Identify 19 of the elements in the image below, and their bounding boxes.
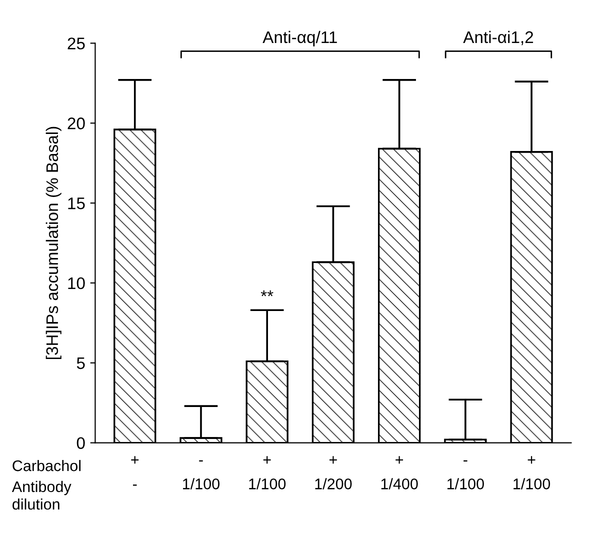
- x-tick-label: + 1/100: [249, 456, 286, 490]
- y-tick-label: 20: [68, 118, 85, 130]
- x-tick-label: + 1/400: [381, 456, 418, 490]
- y-tick-label: 0: [76, 437, 85, 450]
- text: Antibody dilution: [12, 480, 72, 510]
- y-tick-label: 15: [68, 198, 85, 210]
- y-tick-label: 25: [68, 38, 85, 50]
- text: Carbachol: [12, 460, 81, 472]
- annotation: **: [260, 290, 274, 296]
- x-tick-label: - 1/100: [447, 460, 484, 490]
- y-tick-label: 10: [68, 277, 85, 290]
- category-label: + -: [131, 456, 139, 486]
- y-axis-title: [3H]IPs accumulation (% Basal): [46, 126, 62, 359]
- y-tick-label: 5: [76, 357, 85, 370]
- x-tick-label: - 1/100: [183, 460, 220, 490]
- annotation: Anti-αi1,2: [463, 30, 534, 46]
- x-tick-label: + 1/100: [514, 456, 550, 490]
- x-tick-label: + 1/200: [315, 456, 352, 490]
- annotation: Anti-αq/11: [262, 30, 337, 46]
